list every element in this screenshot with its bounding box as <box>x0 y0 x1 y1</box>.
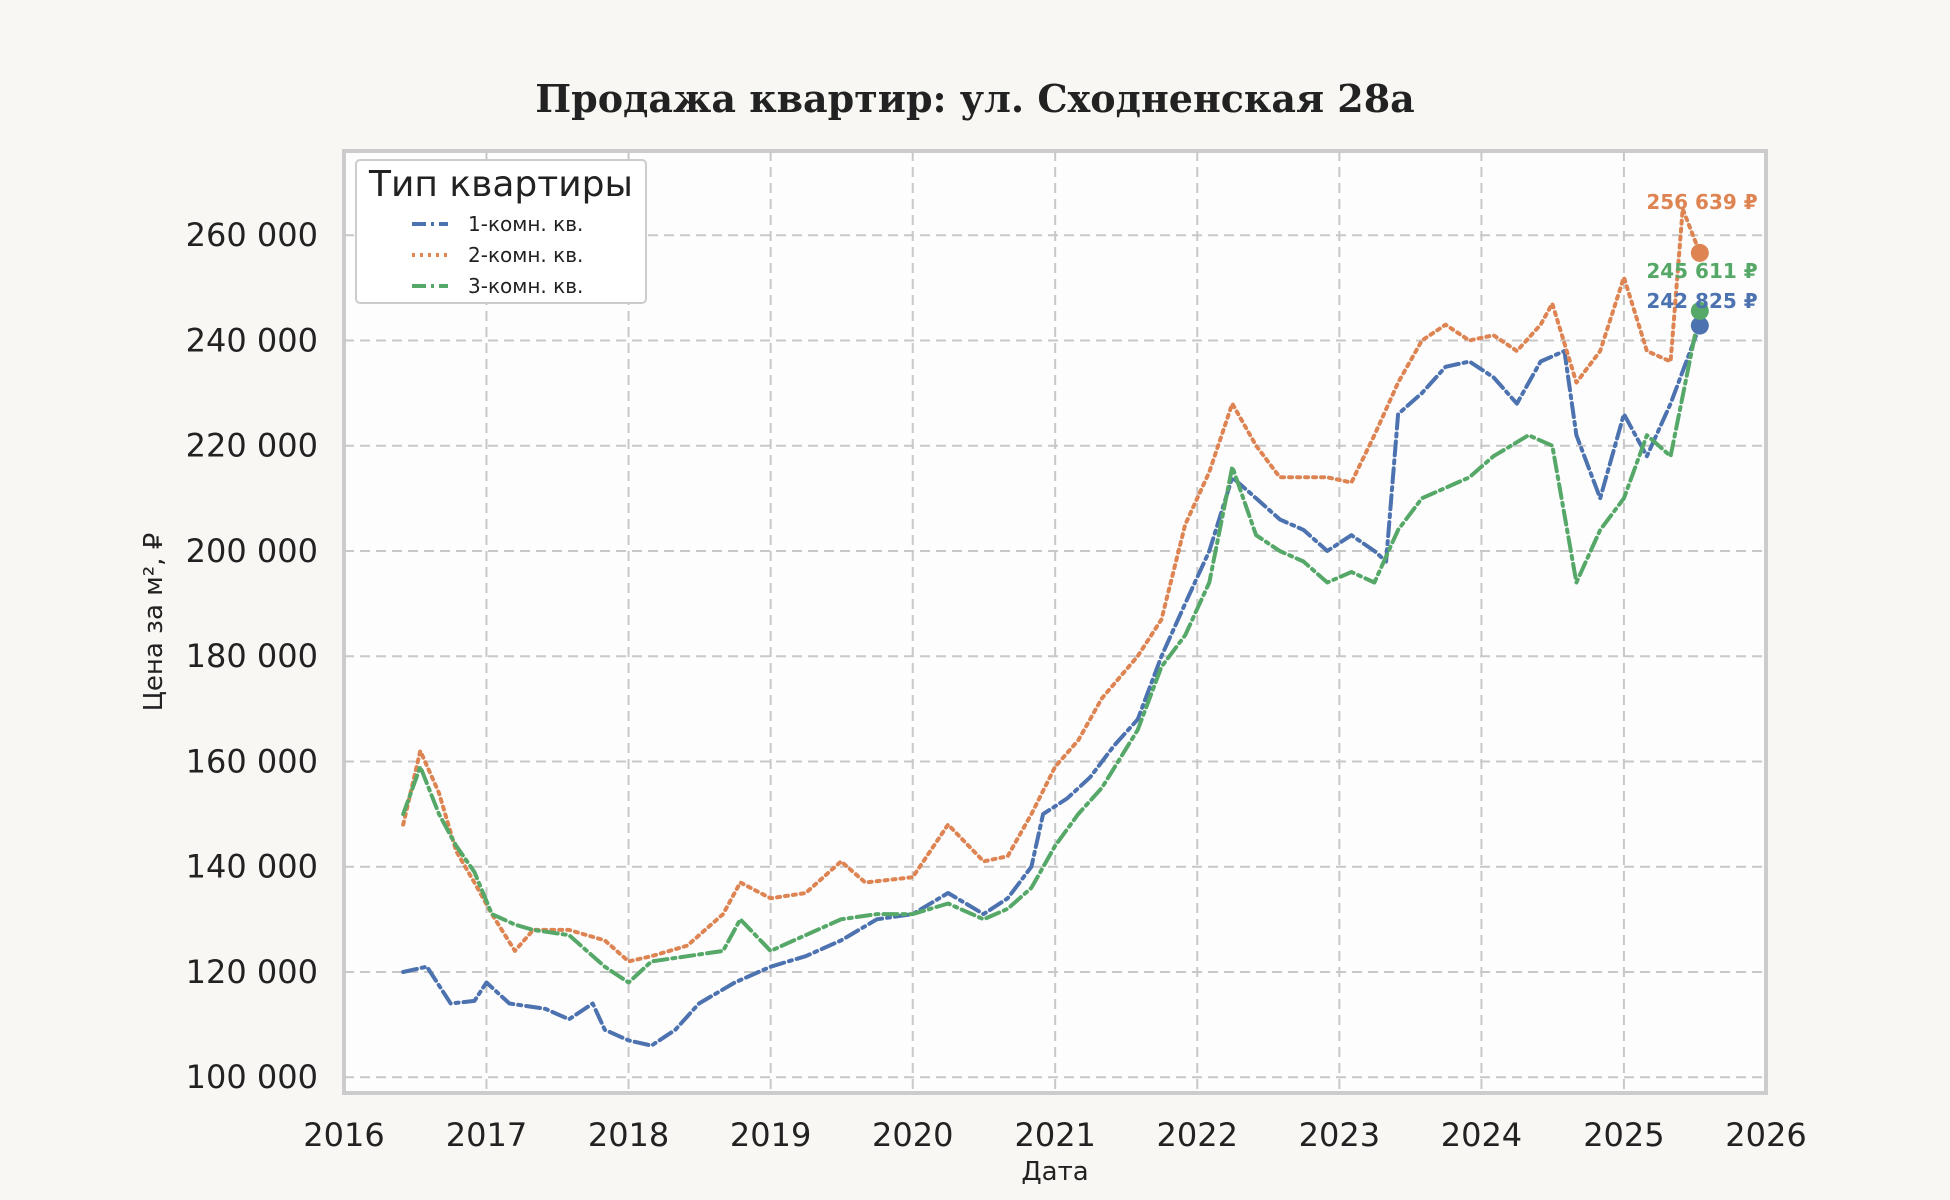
x-tick-label: 2019 <box>730 1116 811 1154</box>
chart-title: Продажа квартир: ул. Сходненская 28а <box>535 76 1415 121</box>
legend-item-label: 2-комн. кв. <box>468 243 583 267</box>
x-tick-label: 2022 <box>1157 1116 1238 1154</box>
y-tick-label: 240 000 <box>186 321 318 359</box>
x-tick-label: 2018 <box>588 1116 669 1154</box>
end-marker <box>1690 243 1709 262</box>
legend-box <box>355 159 647 304</box>
end-value-label: 242 825 ₽ <box>1646 289 1757 313</box>
y-tick-label: 200 000 <box>186 532 318 570</box>
grid <box>344 151 1766 1093</box>
end-marker <box>1690 301 1709 320</box>
legend-item-label: 1-комн. кв. <box>468 212 583 236</box>
y-tick-label: 180 000 <box>186 637 318 675</box>
end-marker <box>1690 316 1709 335</box>
y-tick-label: 100 000 <box>186 1058 318 1096</box>
end-value-label: 256 639 ₽ <box>1646 190 1757 214</box>
x-tick-label: 2017 <box>446 1116 527 1154</box>
y-tick-label: 120 000 <box>186 953 318 991</box>
series-line <box>401 308 1702 985</box>
legend: Тип квартиры 1-комн. кв. 2-комн. кв. 3-ком… <box>355 159 647 304</box>
series-line <box>401 206 1702 964</box>
x-tick-label: 2016 <box>303 1116 384 1154</box>
x-tick-label: 2021 <box>1014 1116 1095 1154</box>
legend-items: 1-комн. кв. 2-комн. кв. 3-комн. кв. <box>412 212 583 298</box>
x-tick-label: 2023 <box>1299 1116 1380 1154</box>
y-tick-label: 160 000 <box>186 742 318 780</box>
x-tick-label: 2020 <box>872 1116 953 1154</box>
y-axis-ticks: 100 000 120 000 140 000 160 000 180 000 200 0… <box>186 216 318 1096</box>
legend-title: Тип квартиры <box>368 164 633 205</box>
y-axis-label: Цена за м², ₽ <box>139 533 169 712</box>
x-tick-label: 2025 <box>1583 1116 1664 1154</box>
x-tick-label: 2026 <box>1725 1116 1806 1154</box>
y-tick-label: 220 000 <box>186 427 318 465</box>
y-tick-label: 140 000 <box>186 848 318 886</box>
legend-item-label: 3-комн. кв. <box>468 274 583 298</box>
x-axis-ticks: 2016 2017 2018 2019 2020 2021 2022 2023 2024 2025… <box>303 1116 1806 1154</box>
end-markers: 256 639 ₽ 245 611 ₽ 242 825 ₽ <box>1646 190 1758 335</box>
x-axis-label: Дата <box>1021 1157 1088 1187</box>
series-line <box>401 323 1702 1048</box>
y-tick-label: 260 000 <box>186 216 318 254</box>
x-tick-label: 2024 <box>1441 1116 1522 1154</box>
series-group <box>401 206 1702 1048</box>
end-value-label: 245 611 ₽ <box>1646 259 1757 283</box>
